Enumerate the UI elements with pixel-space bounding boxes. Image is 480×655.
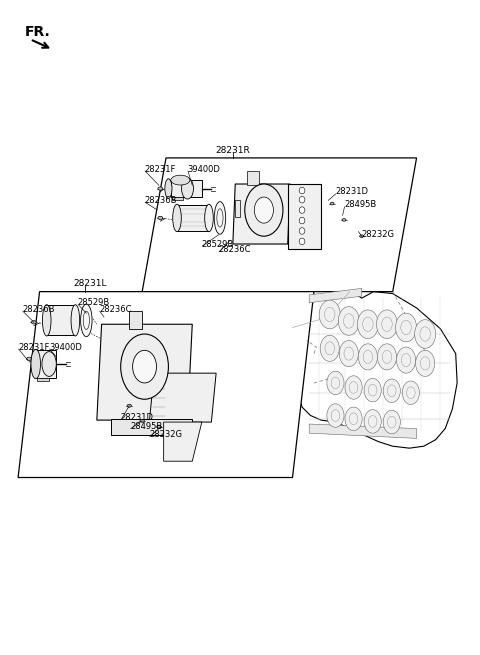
Ellipse shape bbox=[327, 371, 344, 395]
Polygon shape bbox=[233, 184, 290, 244]
Polygon shape bbox=[164, 422, 202, 461]
Polygon shape bbox=[142, 158, 417, 291]
Ellipse shape bbox=[345, 376, 362, 400]
Polygon shape bbox=[97, 324, 192, 420]
Ellipse shape bbox=[342, 219, 346, 221]
Text: 39400D: 39400D bbox=[49, 343, 82, 352]
Ellipse shape bbox=[330, 202, 334, 205]
Ellipse shape bbox=[81, 304, 92, 337]
Ellipse shape bbox=[383, 410, 400, 434]
Ellipse shape bbox=[31, 349, 40, 379]
Ellipse shape bbox=[320, 335, 339, 362]
Ellipse shape bbox=[299, 187, 305, 194]
Ellipse shape bbox=[364, 379, 381, 402]
Ellipse shape bbox=[71, 305, 80, 336]
Polygon shape bbox=[111, 419, 192, 435]
Polygon shape bbox=[172, 197, 183, 200]
Text: 28231F: 28231F bbox=[18, 343, 49, 352]
Ellipse shape bbox=[299, 217, 305, 224]
Polygon shape bbox=[235, 200, 240, 217]
Polygon shape bbox=[309, 288, 362, 303]
Text: 28231F: 28231F bbox=[144, 164, 176, 174]
Ellipse shape bbox=[402, 381, 420, 404]
Polygon shape bbox=[288, 184, 321, 250]
Polygon shape bbox=[298, 283, 457, 448]
Text: 28236C: 28236C bbox=[218, 246, 251, 254]
Ellipse shape bbox=[173, 204, 181, 232]
Text: 28236C: 28236C bbox=[99, 305, 132, 314]
Ellipse shape bbox=[327, 404, 344, 427]
Text: 28236B: 28236B bbox=[144, 196, 177, 205]
Ellipse shape bbox=[396, 313, 417, 342]
Ellipse shape bbox=[157, 425, 161, 428]
Ellipse shape bbox=[32, 321, 36, 324]
Polygon shape bbox=[129, 311, 142, 329]
Polygon shape bbox=[36, 350, 56, 379]
Ellipse shape bbox=[158, 187, 163, 190]
Ellipse shape bbox=[338, 307, 360, 335]
Text: 28231D: 28231D bbox=[336, 187, 369, 196]
Text: 28236B: 28236B bbox=[23, 305, 55, 314]
Ellipse shape bbox=[204, 204, 213, 232]
Polygon shape bbox=[37, 379, 49, 381]
Text: 39400D: 39400D bbox=[188, 164, 220, 174]
Ellipse shape bbox=[416, 350, 435, 377]
Text: 28495B: 28495B bbox=[344, 200, 376, 210]
Ellipse shape bbox=[299, 228, 305, 234]
Ellipse shape bbox=[299, 196, 305, 203]
Ellipse shape bbox=[42, 305, 51, 336]
Polygon shape bbox=[177, 205, 209, 231]
Ellipse shape bbox=[376, 310, 397, 339]
Ellipse shape bbox=[396, 347, 416, 373]
Ellipse shape bbox=[181, 178, 193, 199]
Ellipse shape bbox=[254, 197, 274, 223]
Text: 28232G: 28232G bbox=[149, 430, 182, 439]
Ellipse shape bbox=[319, 300, 340, 329]
Ellipse shape bbox=[245, 184, 283, 236]
Ellipse shape bbox=[165, 179, 172, 198]
Text: 28231L: 28231L bbox=[73, 278, 107, 288]
Text: 28232G: 28232G bbox=[362, 231, 395, 239]
Ellipse shape bbox=[345, 407, 362, 430]
Ellipse shape bbox=[358, 310, 378, 339]
Text: FR.: FR. bbox=[24, 25, 50, 39]
Ellipse shape bbox=[120, 334, 168, 400]
Ellipse shape bbox=[359, 344, 377, 370]
Text: 28231D: 28231D bbox=[120, 413, 154, 422]
Ellipse shape bbox=[299, 207, 305, 214]
Text: 28529B: 28529B bbox=[78, 298, 110, 307]
Ellipse shape bbox=[364, 409, 381, 433]
Polygon shape bbox=[309, 424, 417, 438]
Ellipse shape bbox=[140, 419, 144, 422]
Ellipse shape bbox=[27, 357, 32, 360]
Ellipse shape bbox=[42, 352, 56, 377]
Polygon shape bbox=[171, 180, 202, 197]
Text: 28495B: 28495B bbox=[130, 422, 163, 431]
Polygon shape bbox=[149, 373, 216, 422]
Polygon shape bbox=[47, 305, 75, 335]
Ellipse shape bbox=[415, 320, 436, 348]
Ellipse shape bbox=[383, 379, 400, 403]
Ellipse shape bbox=[377, 344, 396, 370]
Polygon shape bbox=[18, 291, 314, 477]
Ellipse shape bbox=[132, 350, 156, 383]
Ellipse shape bbox=[299, 238, 305, 245]
Ellipse shape bbox=[158, 216, 163, 219]
Text: 28529B: 28529B bbox=[202, 240, 234, 248]
Ellipse shape bbox=[339, 341, 359, 367]
Text: 28231R: 28231R bbox=[216, 145, 250, 155]
Ellipse shape bbox=[171, 175, 190, 185]
Ellipse shape bbox=[127, 404, 132, 407]
Polygon shape bbox=[247, 171, 259, 185]
Ellipse shape bbox=[214, 202, 226, 234]
Ellipse shape bbox=[360, 235, 364, 238]
